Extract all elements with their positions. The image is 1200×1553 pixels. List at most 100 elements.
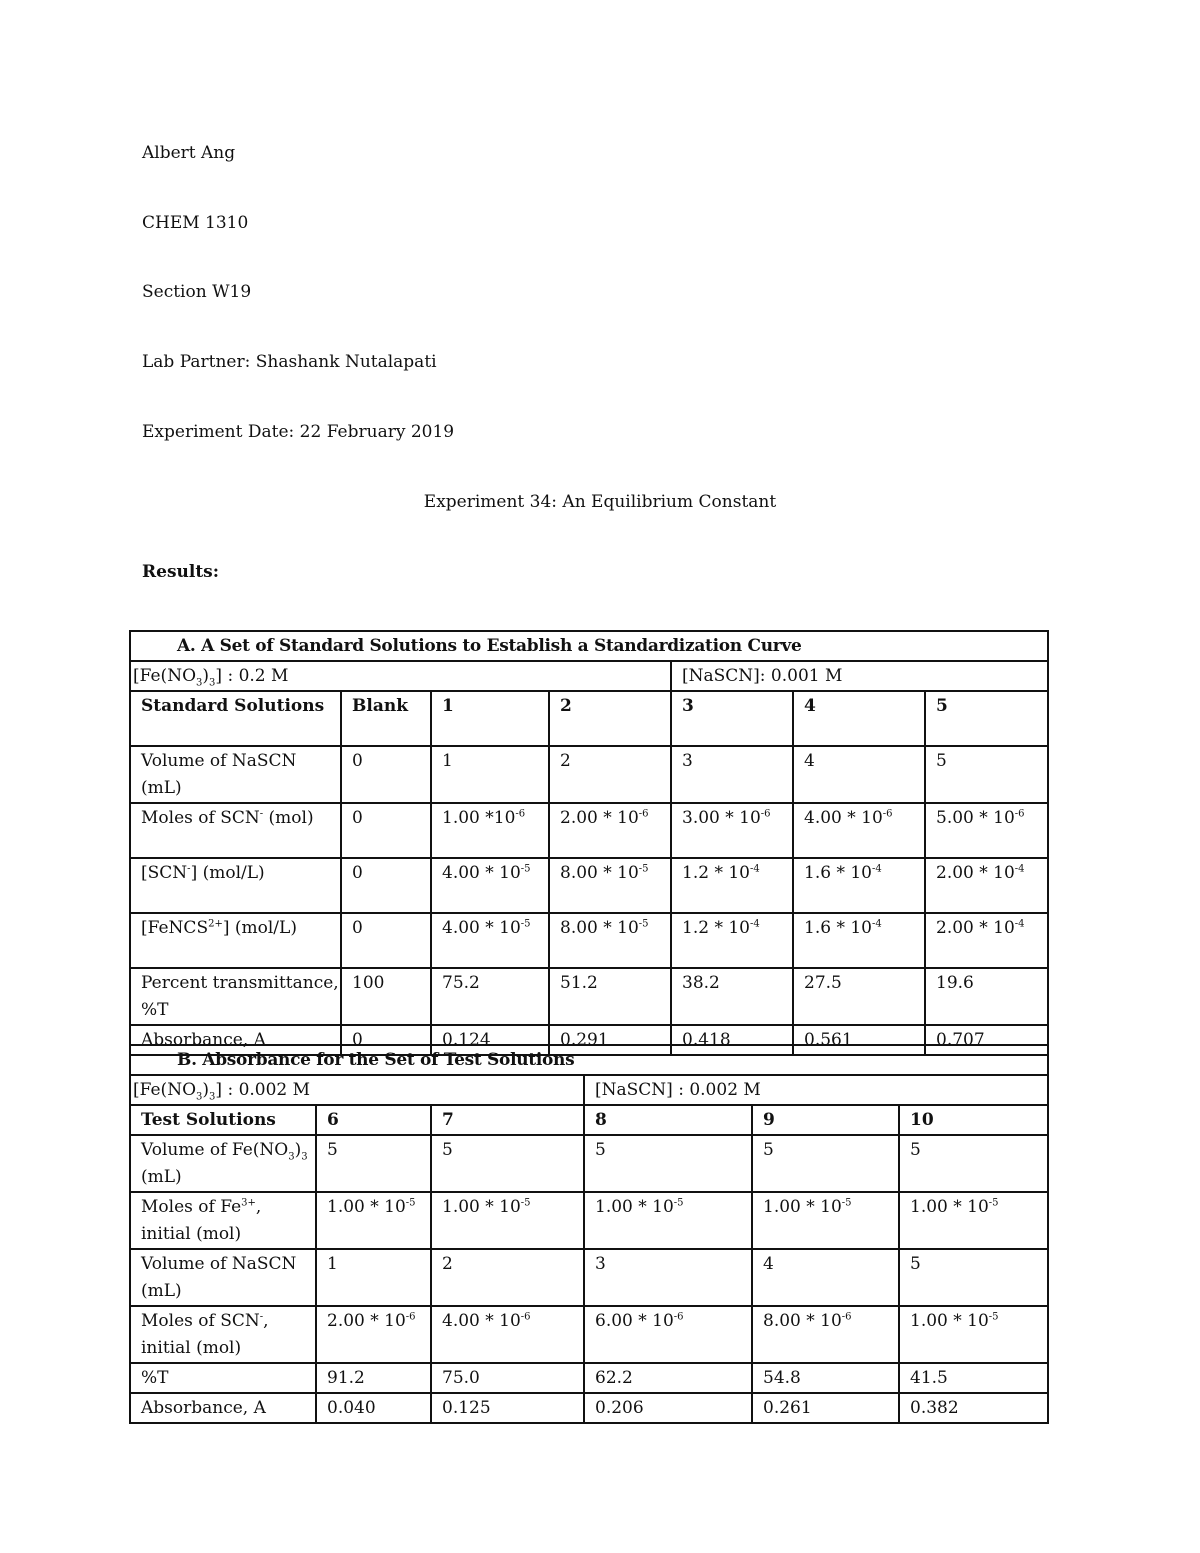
table-row: Absorbance, A 0.040 0.125 0.206 0.261 0.382 — [129, 1392, 1050, 1424]
cell-text: 5.00 * 10 — [936, 808, 1015, 828]
cell-text: 100 — [352, 973, 385, 993]
table-cell: 0 — [340, 912, 432, 969]
table-cell: 8.00 * 10-6 — [751, 1305, 900, 1364]
table-cell: 75.0 — [430, 1362, 585, 1394]
cell-text: 2.00 * 10 — [936, 863, 1015, 883]
table-cell: 2.00 * 10-4 — [923, 912, 1050, 969]
cell-text: 3 — [209, 1091, 216, 1103]
column-header: Standard Solutions — [129, 690, 342, 747]
document-title: Experiment 34: An Equilibrium Constant — [423, 492, 777, 512]
cell-text: Volume of NaSCN (mL) — [141, 751, 297, 798]
cell-text: 0.125 — [442, 1398, 491, 1418]
header-row: Standard Solutions Blank 1 2 3 4 5 — [129, 690, 1050, 747]
table-row: Moles of Fe3+, initial (mol) 1.00 * 10-5 1… — [129, 1191, 1050, 1250]
cell-text: 62.2 — [595, 1368, 633, 1388]
row-label: Percent transmittance, %T — [129, 967, 342, 1026]
table-cell: 5 — [315, 1134, 432, 1193]
cell-text: Volume of NaSCN (mL) — [141, 1254, 297, 1301]
results-heading: Results: — [142, 562, 220, 582]
cell-text: -4 — [871, 863, 882, 875]
cell-text: 3 — [288, 1151, 295, 1163]
cell-text: 0.261 — [763, 1398, 812, 1418]
fe-concentration: [Fe(NO3)3] : 0.002 M — [129, 1074, 585, 1106]
cell-text: -4 — [749, 918, 760, 930]
concentration-row: [Fe(NO3)3] : 0.2 M [NaSCN]: 0.001 M — [129, 660, 1050, 692]
cell-text: (mol) — [263, 808, 314, 828]
table-cell: 62.2 — [583, 1362, 753, 1394]
row-label: Moles of SCN-, initial (mol) — [129, 1305, 317, 1364]
cell-text: 1.00 * 10 — [442, 1197, 521, 1217]
cell-text: [Fe(NO — [133, 666, 197, 686]
cell-text: -5 — [988, 1197, 999, 1209]
column-header: 1 — [430, 690, 550, 747]
table-cell: 5 — [430, 1134, 585, 1193]
cell-text: 6.00 * 10 — [595, 1311, 674, 1331]
cell-text: ) — [202, 1080, 210, 1100]
test-solutions-table: B. Absorbance for the Set of Test Soluti… — [128, 1044, 1050, 1424]
cell-text: -5 — [841, 1197, 852, 1209]
cell-text: -4 — [1014, 863, 1025, 875]
cell-text: 91.2 — [327, 1368, 365, 1388]
cell-text: 19.6 — [936, 973, 974, 993]
cell-text: 1.6 * 10 — [804, 863, 872, 883]
row-label: Moles of Fe3+, initial (mol) — [129, 1191, 317, 1250]
table-cell: 100 — [340, 967, 432, 1026]
cell-text: 0.040 — [327, 1398, 376, 1418]
cell-text: Percent transmittance, %T — [141, 973, 339, 1020]
cell-text: 2+ — [208, 918, 223, 930]
cell-text: -5 — [405, 1197, 416, 1209]
table-cell: 1.00 * 10-5 — [897, 1305, 1050, 1364]
table-cell: 0.125 — [430, 1392, 585, 1424]
table-cell: 0 — [340, 745, 432, 804]
cell-text: 1.00 * 10 — [910, 1311, 989, 1331]
cell-text: 0.206 — [595, 1398, 644, 1418]
cell-text: 5 — [327, 1140, 338, 1160]
cell-text: -5 — [638, 863, 649, 875]
cell-text: 2 — [442, 1254, 453, 1274]
cell-text: -6 — [638, 808, 649, 820]
table-row: Moles of SCN-, initial (mol) 2.00 * 10-6 4… — [129, 1305, 1050, 1364]
cell-text: 5 — [442, 1140, 453, 1160]
cell-text: 4.00 * 10 — [442, 918, 521, 938]
cell-text: -5 — [520, 918, 531, 930]
header-row: Test Solutions 6 7 8 9 10 — [129, 1104, 1050, 1136]
cell-text: Moles of SCN — [141, 808, 260, 828]
cell-text: -6 — [515, 808, 526, 820]
cell-text: -5 — [673, 1197, 684, 1209]
table-cell: 5 — [751, 1134, 900, 1193]
column-header: 9 — [751, 1104, 900, 1136]
cell-text: 3+ — [241, 1197, 256, 1209]
cell-text: -4 — [1014, 918, 1025, 930]
table-title: A. A Set of Standard Solutions to Establ… — [128, 630, 1050, 662]
row-label: Volume of NaSCN (mL) — [129, 745, 342, 804]
cell-text: 2.00 * 10 — [560, 808, 639, 828]
table-cell: 38.2 — [670, 967, 794, 1026]
table-cell: 2.00 * 10-4 — [923, 857, 1050, 914]
cell-text: 1.00 * 10 — [763, 1197, 842, 1217]
table-cell: 5.00 * 10-6 — [923, 802, 1050, 859]
cell-text: 4.00 * 10 — [442, 863, 521, 883]
cell-text: Absorbance, A — [141, 1398, 266, 1418]
table-cell: 1.00 *10-6 — [430, 802, 550, 859]
table-cell: 1.6 * 10-4 — [792, 857, 926, 914]
cell-text: 0 — [352, 918, 363, 938]
lab-partner: Lab Partner: Shashank Nutalapati — [142, 352, 437, 372]
cell-text: 1.2 * 10 — [682, 918, 750, 938]
nascn-concentration: [NaSCN] : 0.002 M — [582, 1074, 1050, 1106]
cell-text: -6 — [520, 1311, 531, 1323]
table-row: Volume of Fe(NO3)3 (mL) 5 5 5 5 5 — [129, 1134, 1050, 1193]
cell-text: ) — [294, 1140, 302, 1160]
column-header: Blank — [340, 690, 432, 747]
column-header: 4 — [792, 690, 926, 747]
cell-text: 0 — [352, 751, 363, 771]
table-row: [SCN-] (mol/L) 0 4.00 * 10-5 8.00 * 10-5 1.2… — [129, 857, 1050, 914]
table-cell: 2 — [548, 745, 672, 804]
table-cell: 8.00 * 10-5 — [548, 857, 672, 914]
cell-text: 1.00 * 10 — [910, 1197, 989, 1217]
table-cell: 91.2 — [315, 1362, 432, 1394]
cell-text: 3 — [196, 677, 203, 689]
row-label: [SCN-] (mol/L) — [129, 857, 342, 914]
cell-text: ] (mol/L) — [190, 863, 265, 883]
table-cell: 51.2 — [548, 967, 672, 1026]
table-cell: 1.2 * 10-4 — [670, 857, 794, 914]
